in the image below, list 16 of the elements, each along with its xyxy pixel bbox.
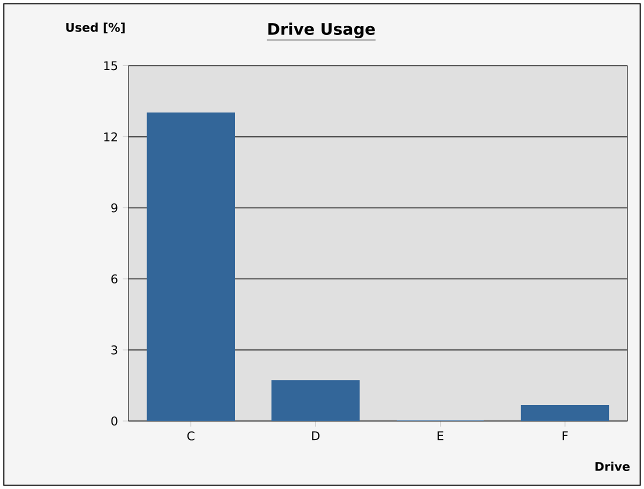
x-axis-title: Drive: [596, 462, 630, 471]
y-tick-label: 12: [104, 132, 117, 142]
x-tick-label: C: [187, 431, 194, 440]
x-tick-label: F: [562, 431, 568, 440]
x-tick-label: E: [438, 431, 444, 440]
y-tick-label: 0: [111, 416, 118, 426]
bar: [271, 380, 360, 421]
y-tick-label: 3: [111, 345, 118, 354]
y-tick-label: 6: [111, 274, 118, 284]
bar: [520, 404, 610, 421]
y-tick-label: 15: [104, 61, 118, 70]
y-tick-label: 9: [111, 203, 118, 212]
x-tick-label: D: [312, 431, 320, 440]
bar: [146, 112, 235, 421]
y-axis-title: Used [%]: [66, 22, 125, 34]
chart-title: Drive Usage: [268, 22, 375, 38]
